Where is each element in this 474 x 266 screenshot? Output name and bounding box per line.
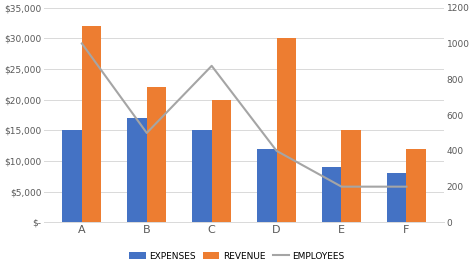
Line: EMPLOYEES: EMPLOYEES [82,43,406,187]
EMPLOYEES [338,185,344,188]
Bar [257,149,277,222]
Bar [147,88,166,222]
Bar [277,38,296,222]
EMPLOYEES [274,149,280,152]
Bar [192,130,212,222]
Bar [341,130,361,222]
EMPLOYEES [403,185,409,188]
Bar [322,167,341,222]
Legend: EXPENSES, REVENUE, EMPLOYEES: EXPENSES, REVENUE, EMPLOYEES [126,248,348,264]
Bar [387,173,406,222]
Bar [212,100,231,222]
Bar [128,118,147,222]
EMPLOYEES [209,64,215,68]
EMPLOYEES [79,42,85,45]
Bar [406,149,426,222]
Bar [82,26,101,222]
EMPLOYEES [144,131,150,135]
Bar [63,130,82,222]
